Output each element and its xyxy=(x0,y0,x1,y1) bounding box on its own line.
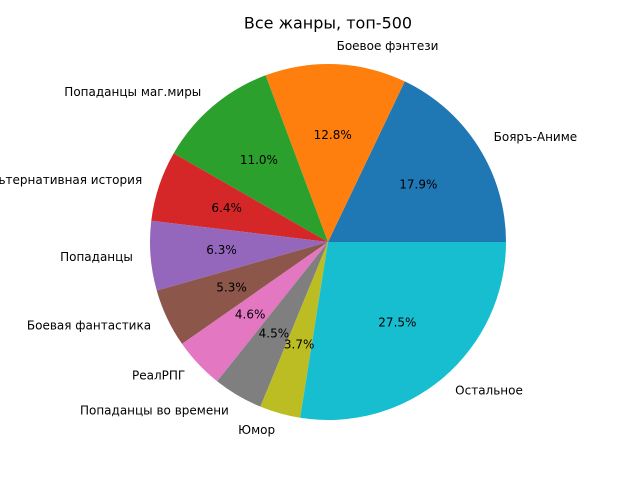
slice-label: Попаданцы маг.миры xyxy=(64,85,201,99)
slice-label: Попаданцы xyxy=(60,250,133,264)
slice-label: Юмор xyxy=(238,423,275,437)
percent-label: 4.5% xyxy=(259,327,290,341)
pie-slice xyxy=(173,75,328,242)
percent-label: 12.8% xyxy=(314,128,352,142)
percent-label: 11.0% xyxy=(240,153,278,167)
pie-slice xyxy=(300,242,506,420)
slice-label: Бояръ-Аниме xyxy=(494,130,578,144)
pie-slice xyxy=(156,242,328,344)
pie-slice xyxy=(151,153,328,242)
pie-slice xyxy=(328,81,506,242)
slice-label: Остальное xyxy=(455,383,523,397)
slice-label: РеалРПГ xyxy=(132,369,185,383)
percent-label: 27.5% xyxy=(378,316,416,330)
pie-slice xyxy=(265,64,405,242)
percent-label: 6.4% xyxy=(211,201,242,215)
slice-label: Попаданцы во времени xyxy=(80,403,229,417)
slice-label: Боевое фэнтези xyxy=(337,39,439,53)
percent-label: 5.3% xyxy=(216,280,247,294)
percent-label: 17.9% xyxy=(399,178,437,192)
pie-slice xyxy=(260,242,328,418)
percent-label: 6.3% xyxy=(206,243,237,257)
slice-label: Боевая фантастика xyxy=(27,318,151,332)
percent-label: 4.6% xyxy=(235,308,266,322)
chart-title: Все жанры, топ-500 xyxy=(244,14,412,33)
pie-slice xyxy=(217,242,328,407)
pie-slice xyxy=(150,220,328,291)
pie-slice xyxy=(182,242,328,382)
slice-label: Альтернативная история xyxy=(0,173,142,187)
percent-label: 3.7% xyxy=(284,337,315,351)
